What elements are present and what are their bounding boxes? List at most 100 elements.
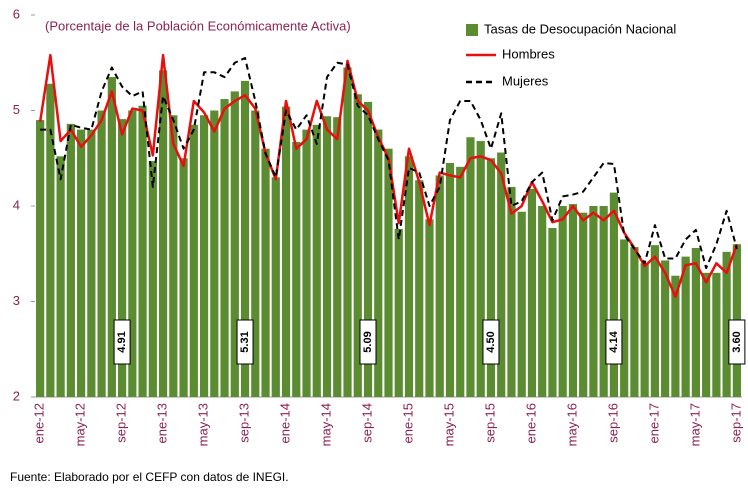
- legend-label: Hombres: [502, 46, 555, 61]
- bar: [476, 141, 485, 397]
- bar: [425, 219, 434, 397]
- data-label-box: [113, 319, 131, 365]
- bar: [507, 186, 516, 397]
- bar: [261, 148, 270, 397]
- x-tick-label: ene-13: [155, 403, 170, 443]
- legend-label: Tasas de Desocupación Nacional: [484, 21, 676, 36]
- bar: [363, 101, 373, 397]
- bar: [56, 156, 65, 397]
- bar: [312, 124, 321, 397]
- bar: [148, 161, 157, 397]
- data-label: 5.09: [362, 331, 374, 352]
- data-label-box: [359, 319, 377, 365]
- bar: [517, 211, 526, 397]
- bar: [292, 142, 301, 397]
- bar: [138, 105, 147, 397]
- bar: [374, 129, 383, 397]
- bar: [117, 119, 127, 397]
- bar: [671, 275, 680, 397]
- bar: [230, 91, 239, 398]
- bar: [281, 106, 291, 398]
- bar: [558, 206, 567, 397]
- data-label: 4.91: [116, 331, 128, 352]
- bar: [538, 206, 547, 397]
- bar: [271, 177, 280, 397]
- bar: [650, 245, 660, 397]
- x-tick-label: sep-14: [359, 403, 374, 443]
- x-tick-label: ene-15: [400, 403, 415, 443]
- data-label-box: [236, 319, 254, 365]
- bar: [456, 166, 465, 397]
- bar: [87, 129, 96, 397]
- bar: [640, 263, 649, 397]
- data-label-box: [605, 319, 623, 365]
- bar: [210, 110, 219, 397]
- x-tick-label: may-12: [73, 403, 88, 446]
- chart-title: (Porcentaje de la Población Económicamen…: [45, 18, 351, 33]
- data-label-box: [728, 319, 746, 365]
- bar: [36, 120, 45, 398]
- x-tick-label: may-16: [564, 403, 579, 446]
- bar: [599, 206, 608, 397]
- data-label: 3.60: [731, 331, 743, 352]
- bar: [404, 156, 414, 397]
- bar: [630, 247, 639, 397]
- line-mujeres: [40, 56, 738, 270]
- bar: [97, 110, 106, 397]
- y-tick-label: 3: [13, 293, 20, 308]
- data-label: 4.50: [485, 331, 497, 352]
- x-tick-label: may-13: [196, 403, 211, 446]
- bar: [189, 124, 198, 397]
- bar: [497, 152, 506, 397]
- x-tick-label: sep-12: [114, 403, 129, 443]
- legend-swatch: [466, 24, 478, 36]
- bar: [435, 175, 444, 397]
- bar: [691, 248, 700, 397]
- bar: [466, 137, 475, 398]
- bar: [107, 77, 116, 397]
- x-tick-label: ene-17: [646, 403, 661, 443]
- bar: [251, 110, 260, 397]
- bar: [620, 239, 629, 397]
- bar: [568, 204, 578, 397]
- y-tick-label: 2: [13, 388, 20, 403]
- bar: [220, 99, 229, 397]
- x-tick-label: ene-12: [32, 403, 47, 443]
- bar: [548, 227, 557, 397]
- bar: [66, 123, 75, 398]
- bar: [527, 188, 537, 397]
- bar: [415, 180, 424, 397]
- data-label: 5.31: [239, 331, 251, 352]
- bar: [661, 260, 670, 397]
- bar: [179, 158, 188, 397]
- bar: [609, 192, 619, 397]
- bar: [589, 206, 598, 397]
- x-tick-label: sep-17: [728, 403, 743, 443]
- bar: [199, 115, 209, 398]
- bar: [169, 115, 178, 398]
- bar: [486, 158, 496, 397]
- legend-label: Mujeres: [502, 73, 549, 88]
- bar: [722, 251, 731, 397]
- bar: [712, 272, 721, 397]
- bar: [681, 256, 690, 397]
- y-tick-label: 6: [13, 6, 20, 21]
- bar: [46, 83, 55, 397]
- x-tick-label: may-17: [687, 403, 702, 446]
- bar: [302, 129, 311, 397]
- bar: [333, 117, 342, 397]
- x-tick-label: sep-16: [605, 403, 620, 443]
- data-label: 4.14: [608, 330, 620, 352]
- y-tick-label: 5: [13, 102, 20, 117]
- bar: [77, 129, 86, 397]
- x-tick-label: ene-16: [523, 403, 538, 443]
- bar: [158, 70, 168, 397]
- data-label-box: [482, 319, 500, 365]
- bar: [240, 80, 250, 398]
- bar: [353, 94, 362, 397]
- bar: [384, 148, 393, 397]
- bar: [445, 163, 455, 397]
- bar: [128, 110, 137, 397]
- bar: [394, 228, 403, 397]
- y-tick-label: 4: [13, 197, 20, 212]
